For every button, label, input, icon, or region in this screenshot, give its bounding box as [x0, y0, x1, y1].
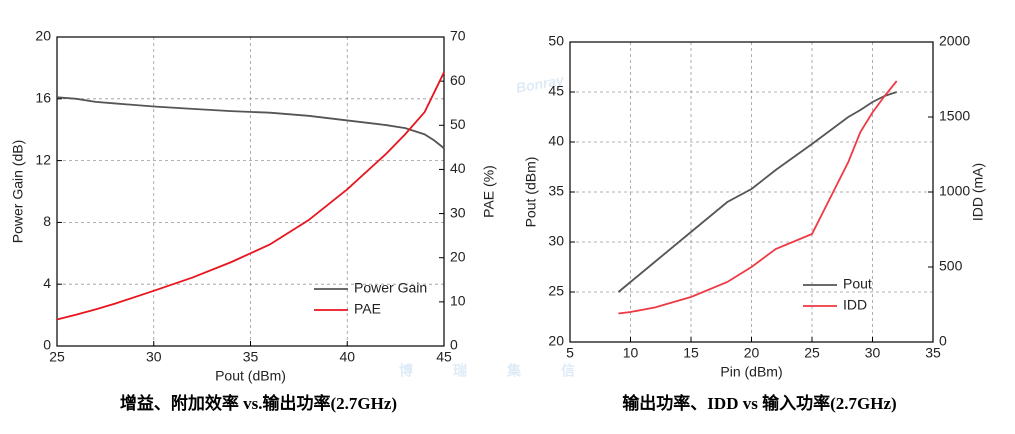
watermark-text: 博瑞集信: [399, 363, 615, 379]
y-tick-label: 20: [35, 28, 51, 44]
y-axis-label: Pout (dBm): [523, 157, 539, 228]
x-tick-label: 35: [925, 345, 941, 361]
y2-tick-label: 60: [450, 72, 466, 88]
x-tick-label: 25: [49, 349, 65, 365]
y2-tick-label: 2000: [939, 33, 970, 49]
y-tick-label: 16: [35, 90, 51, 106]
x-tick-label: 45: [436, 349, 452, 365]
y-tick-label: 50: [548, 33, 564, 49]
y-tick-label: 35: [548, 183, 564, 199]
y2-tick-label: 50: [450, 116, 466, 132]
plot-frame: [56, 36, 445, 347]
y2-axis-label: PAE (%): [481, 165, 497, 218]
y2-tick-label: 70: [450, 28, 466, 44]
series-line: [618, 80, 898, 315]
legend-label: PAE: [354, 301, 381, 317]
y-tick-label: 4: [43, 275, 51, 291]
x-tick-label: 25: [804, 345, 820, 361]
x-tick-label: 20: [744, 345, 760, 361]
x-tick-label: 5: [566, 345, 574, 361]
series-line: [56, 96, 445, 149]
x-tick-label: 15: [683, 345, 699, 361]
y2-tick-label: 0: [450, 337, 458, 353]
y-tick-label: 8: [43, 213, 51, 229]
y2-tick-label: 500: [939, 258, 963, 274]
chart-title: 增益、附加效率 vs.输出功率(2.7GHz): [120, 393, 397, 413]
y-tick-label: 30: [548, 233, 564, 249]
y2-tick-label: 10: [450, 293, 466, 309]
legend-label: Pout: [843, 276, 872, 292]
plot-frame: [569, 41, 934, 343]
y-tick-label: 40: [548, 133, 564, 149]
y-tick-label: 25: [548, 283, 564, 299]
x-tick-label: 10: [623, 345, 639, 361]
y2-tick-label: 20: [450, 248, 466, 264]
y-axis-label: Power Gain (dB): [10, 140, 26, 243]
series-line: [617, 91, 897, 293]
y2-tick-label: 0: [939, 333, 947, 349]
y2-axis-label: IDD (mA): [970, 163, 986, 221]
y-tick-label: 0: [43, 337, 51, 353]
y-tick-label: 12: [35, 151, 51, 167]
y-tick-label: 20: [548, 333, 564, 349]
y-tick-label: 45: [548, 83, 564, 99]
legend-label: IDD: [843, 297, 867, 313]
x-axis-label: Pout (dBm): [215, 368, 286, 384]
legend-label: Power Gain: [354, 280, 427, 296]
x-tick-label: 30: [865, 345, 881, 361]
series-line: [56, 71, 445, 321]
x-tick-label: 40: [339, 349, 355, 365]
y2-tick-label: 1000: [939, 183, 970, 199]
y2-tick-label: 30: [450, 204, 466, 220]
x-axis-label: Pin (dBm): [720, 364, 782, 380]
x-tick-label: 30: [146, 349, 162, 365]
chart-title: 输出功率、IDD vs 输入功率(2.7GHz): [622, 393, 896, 413]
x-tick-label: 35: [243, 349, 259, 365]
y2-tick-label: 1500: [939, 108, 970, 124]
y2-tick-label: 40: [450, 160, 466, 176]
